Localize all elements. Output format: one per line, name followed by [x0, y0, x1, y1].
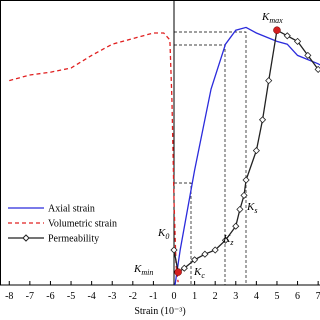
- annotation-main: K: [261, 11, 270, 23]
- x-tick-label: -7: [26, 291, 34, 302]
- annotation-sub: s: [254, 206, 257, 215]
- x-tick-label: 0: [172, 291, 177, 302]
- guide-line: [174, 182, 192, 285]
- annotation: Kc: [193, 266, 205, 280]
- x-tick-label: 4: [254, 291, 259, 302]
- x-axis-label: Strain (10⁻³): [134, 306, 185, 317]
- annotation-sub: max: [269, 16, 283, 25]
- legend-marker: [22, 234, 30, 242]
- legend-label: Axial strain: [48, 204, 95, 215]
- point-marker: [236, 205, 244, 213]
- annotation: K0: [157, 227, 169, 241]
- annotation-sub: c: [201, 271, 205, 280]
- x-tick-label: -8: [5, 291, 13, 302]
- x-tick-label: -4: [87, 291, 95, 302]
- plot-frame: [0, 0, 320, 286]
- x-tick-label: 7: [316, 291, 320, 302]
- point-marker: [304, 51, 312, 59]
- annotation-main: K: [157, 227, 166, 239]
- x-tick-label: 6: [295, 291, 300, 302]
- point-marker: [252, 147, 260, 155]
- point-marker: [211, 246, 219, 254]
- annotation-sub: 0: [165, 232, 169, 241]
- x-tick-label: 1: [192, 291, 197, 302]
- point-marker: [191, 256, 199, 264]
- point-marker: [242, 176, 250, 184]
- guide-lines: [174, 31, 247, 285]
- legend-label: Volumetric strain: [48, 219, 117, 230]
- point-marker: [293, 37, 302, 45]
- annotation: Ks: [246, 201, 257, 215]
- point-marker: [170, 246, 178, 254]
- annotation-sub: z: [229, 238, 234, 247]
- x-tick-label: -1: [149, 291, 157, 302]
- point-marker: [265, 77, 273, 85]
- highlight-point: [174, 268, 182, 276]
- point-marker: [283, 32, 291, 40]
- highlight-point: [273, 26, 281, 34]
- annotation-main: K: [246, 201, 255, 213]
- guide-line: [174, 31, 247, 285]
- x-tick-label: -3: [108, 291, 116, 302]
- legend-label: Permeability: [48, 234, 99, 245]
- legend-box: [3, 196, 115, 244]
- x-tick-label: -5: [67, 291, 75, 302]
- series-line: [9, 32, 179, 283]
- annotation-main: K: [133, 263, 142, 275]
- point-marker: [232, 222, 240, 230]
- x-tick-label: -6: [46, 291, 54, 302]
- annotation-main: K: [193, 266, 202, 278]
- annotation: Kz: [222, 233, 234, 247]
- x-tick-label: 3: [233, 291, 238, 302]
- x-tick-label: 5: [274, 291, 279, 302]
- x-tick-label: -2: [129, 291, 137, 302]
- point-marker: [180, 264, 188, 272]
- annotation-main: K: [222, 233, 231, 245]
- point-marker: [201, 250, 209, 258]
- point-marker: [221, 236, 230, 244]
- annotation: Kmin: [133, 263, 153, 277]
- x-tick-label: 2: [213, 291, 218, 302]
- series-line: [174, 26, 320, 286]
- point-marker: [240, 191, 248, 199]
- annotation-sub: min: [141, 268, 153, 277]
- point-marker: [314, 65, 320, 73]
- annotation: Kmax: [261, 11, 283, 25]
- point-marker: [258, 116, 267, 124]
